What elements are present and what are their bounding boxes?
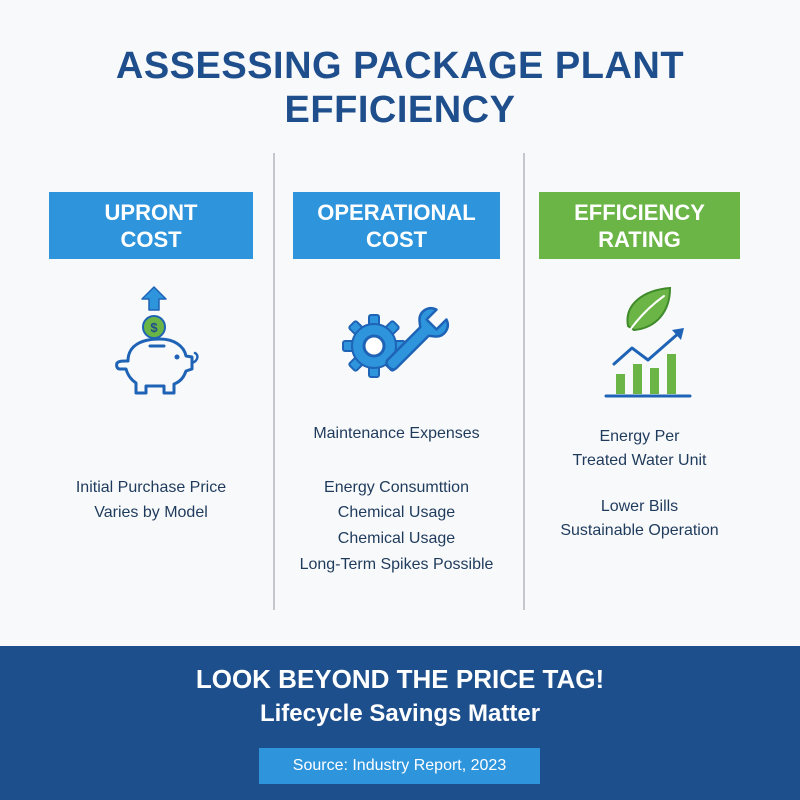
efficiency-rating-header-line-2: RATING [598, 226, 681, 252]
efficiency-rating-text-4: Sustainable Operation [560, 522, 719, 539]
efficiency-rating-header: EFFICIENCY RATING [539, 192, 740, 259]
column-divider-left [273, 153, 275, 610]
operational-cost-text-2: Energy Consumttion [324, 479, 469, 496]
leaf-growth-chart-icon [604, 286, 692, 398]
efficiency-rating-text-2: Treated Water Unit [572, 452, 707, 469]
page-title-line-1: ASSESSING PACKAGE PLANT [115, 45, 685, 87]
upfront-cost-header: UPRONT COST [49, 192, 253, 259]
svg-text:$: $ [150, 320, 158, 335]
operational-cost-text-5: Long-Term Spikes Possible [299, 556, 494, 573]
column-divider-right [523, 153, 525, 610]
gear-wrench-icon [342, 307, 449, 378]
operational-cost-header: OPERATIONAL COST [293, 192, 500, 259]
upfront-cost-text-2: Varies by Model [94, 504, 208, 521]
operational-cost-text-3: Chemical Usage [337, 504, 456, 521]
footer-headline: LOOK BEYOND THE PRICE TAG! [195, 664, 605, 694]
operational-cost-header-line-1: OPERATIONAL [317, 199, 476, 225]
upfront-cost-header-line-1: UPRONT [104, 199, 198, 225]
source-badge: Source: Industry Report, 2023 [259, 748, 540, 784]
operational-cost-header-line-2: COST [365, 226, 428, 252]
efficiency-rating-text-1: Energy Per [599, 428, 680, 445]
upfront-cost-header-line-2: COST [120, 226, 182, 252]
page-title: ASSESSING PACKAGE PLANT EFFICIENCY [0, 44, 800, 132]
piggy-bank-dollar-icon: $ [115, 286, 199, 395]
efficiency-rating-text-3: Lower Bills [600, 498, 679, 515]
upfront-cost-text-1: Initial Purchase Price [75, 479, 227, 496]
operational-cost-text-1: Maintenance Expenses [313, 425, 480, 442]
page-title-line-2: EFFICIENCY [284, 89, 516, 131]
efficiency-rating-header-line-1: EFFICIENCY [574, 199, 705, 225]
operational-cost-text-4: Chemical Usage [337, 530, 456, 547]
footer-subline: Lifecycle Savings Matter [259, 700, 541, 727]
